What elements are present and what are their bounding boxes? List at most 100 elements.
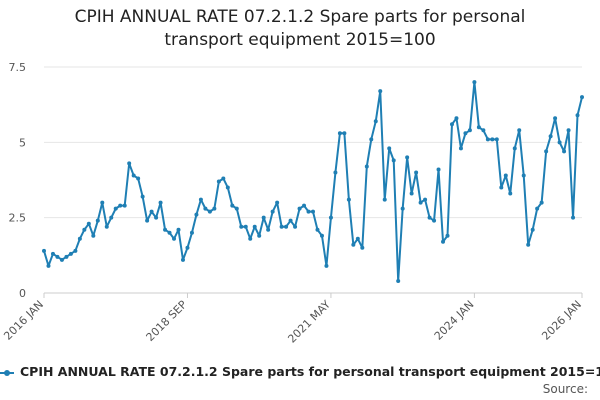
data-point[interactable] [158,200,163,205]
data-point[interactable] [562,149,567,154]
data-point[interactable] [59,257,64,262]
data-point[interactable] [557,140,562,145]
data-point[interactable] [472,80,477,85]
data-point[interactable] [131,173,136,178]
data-point[interactable] [333,170,338,175]
data-point[interactable] [176,227,181,232]
data-point[interactable] [458,146,463,151]
data-point[interactable] [302,203,307,208]
data-point[interactable] [145,218,150,223]
data-point[interactable] [580,95,584,100]
data-point[interactable] [239,224,244,229]
data-point[interactable] [548,134,553,139]
data-point[interactable] [136,176,141,181]
data-point[interactable] [95,218,100,223]
data-point[interactable] [64,254,69,259]
data-point[interactable] [104,224,109,229]
data-point[interactable] [337,131,342,136]
data-point[interactable] [77,236,82,241]
data-point[interactable] [297,206,302,211]
data-point[interactable] [463,131,468,136]
data-point[interactable] [512,146,517,151]
data-point[interactable] [118,203,123,208]
data-point[interactable] [391,158,396,163]
data-point[interactable] [50,251,55,256]
data-point[interactable] [140,194,145,199]
data-point[interactable] [535,206,540,211]
data-point[interactable] [441,239,446,244]
data-point[interactable] [73,248,78,253]
data-point[interactable] [490,137,495,142]
data-point[interactable] [427,215,432,220]
data-point[interactable] [122,203,127,208]
data-point[interactable] [306,209,311,214]
data-point[interactable] [553,116,558,121]
data-point[interactable] [355,236,360,241]
data-point[interactable] [324,263,329,268]
data-point[interactable] [109,215,114,220]
data-point[interactable] [189,230,194,235]
data-point[interactable] [55,254,60,259]
data-point[interactable] [198,197,203,202]
data-point[interactable] [212,206,217,211]
data-point[interactable] [436,167,441,172]
data-point[interactable] [485,137,490,142]
data-point[interactable] [571,215,576,220]
data-point[interactable] [409,191,414,196]
data-point[interactable] [526,242,531,247]
data-point[interactable] [369,137,374,142]
data-point[interactable] [149,209,154,214]
data-point[interactable] [328,215,333,220]
data-point[interactable] [566,128,571,133]
data-point[interactable] [503,173,508,178]
data-point[interactable] [454,116,459,121]
data-point[interactable] [517,128,522,133]
data-point[interactable] [346,197,351,202]
data-point[interactable] [315,227,320,232]
data-point[interactable] [172,236,177,241]
data-point[interactable] [221,176,226,181]
data-point[interactable] [311,209,315,214]
data-point[interactable] [418,200,423,205]
data-point[interactable] [275,200,280,205]
data-point[interactable] [68,251,73,256]
data-point[interactable] [203,206,208,211]
data-point[interactable] [445,233,450,238]
data-point[interactable] [378,89,383,94]
data-point[interactable] [252,224,257,229]
data-point[interactable] [382,197,387,202]
legend[interactable]: CPIH ANNUAL RATE 07.2.1.2 Spare parts fo… [0,364,600,379]
data-point[interactable] [351,242,356,247]
data-point[interactable] [575,113,580,118]
data-point[interactable] [86,221,91,226]
data-point[interactable] [46,263,51,268]
data-point[interactable] [167,230,172,235]
data-point[interactable] [400,206,405,211]
data-point[interactable] [539,200,544,205]
data-point[interactable] [396,278,401,283]
data-point[interactable] [270,209,275,214]
data-point[interactable] [284,224,289,229]
data-point[interactable] [544,149,549,154]
data-point[interactable] [185,245,190,250]
data-point[interactable] [180,257,185,262]
data-point[interactable] [499,185,504,190]
data-point[interactable] [257,233,262,238]
data-point[interactable] [207,209,212,214]
data-point[interactable] [405,155,410,160]
data-point[interactable] [154,215,159,220]
data-point[interactable] [373,119,378,124]
data-point[interactable] [82,227,87,232]
data-point[interactable] [494,137,499,142]
data-point[interactable] [225,185,230,190]
data-point[interactable] [288,218,293,223]
data-point[interactable] [508,191,513,196]
data-point[interactable] [530,227,535,232]
data-point[interactable] [449,122,454,127]
data-point[interactable] [423,197,428,202]
data-point[interactable] [476,125,481,130]
data-point[interactable] [266,227,271,232]
data-point[interactable] [113,206,118,211]
data-point[interactable] [163,227,168,232]
data-point[interactable] [279,224,284,229]
